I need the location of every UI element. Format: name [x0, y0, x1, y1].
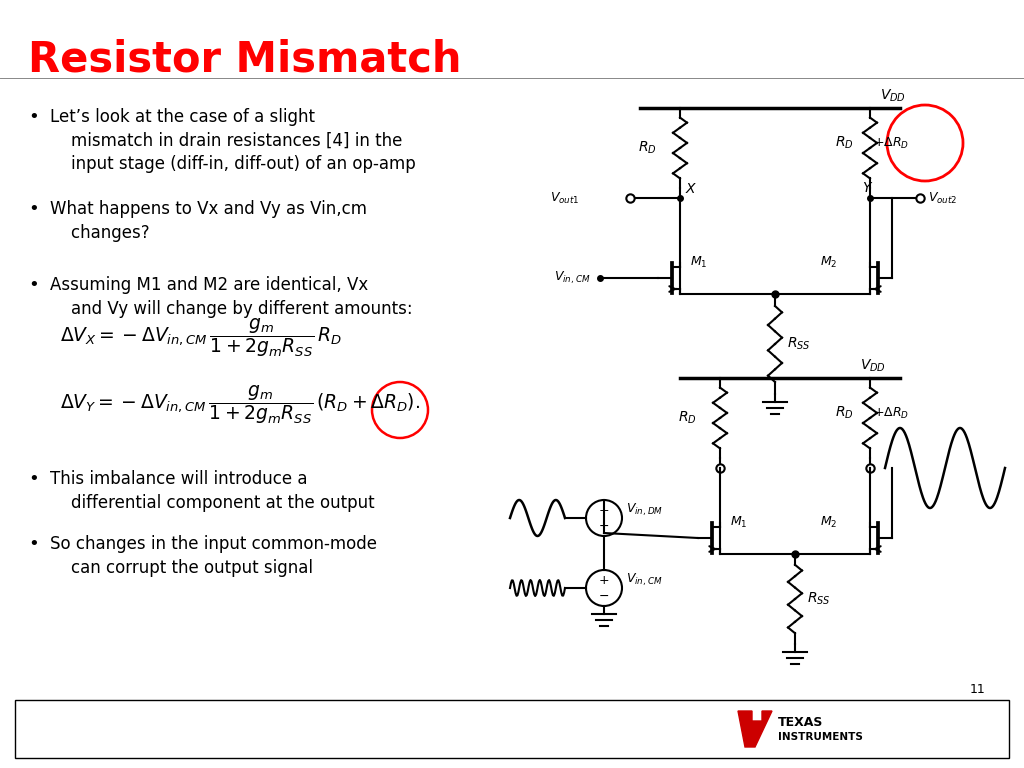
Text: $\Delta V_X = -\Delta V_{in,CM}\,\dfrac{g_m}{1+2g_m R_{SS}}\, R_D$: $\Delta V_X = -\Delta V_{in,CM}\,\dfrac{… — [60, 316, 342, 359]
Text: What happens to Vx and Vy as Vin,cm
    changes?: What happens to Vx and Vy as Vin,cm chan… — [50, 200, 367, 242]
Text: $V_{out1}$: $V_{out1}$ — [550, 190, 580, 206]
Text: $R_D$: $R_D$ — [638, 140, 656, 156]
Text: $+\Delta R_D$: $+\Delta R_D$ — [873, 406, 909, 421]
Text: $V_{in,CM}$: $V_{in,CM}$ — [626, 572, 663, 588]
Text: $M_1$: $M_1$ — [730, 515, 748, 530]
Text: $\Delta V_Y = -\Delta V_{in,CM}\,\dfrac{g_m}{1+2g_m R_{SS}}\,(R_D + \Delta R_D).: $\Delta V_Y = -\Delta V_{in,CM}\,\dfrac{… — [60, 383, 420, 426]
Text: $R_D$: $R_D$ — [678, 410, 696, 426]
Text: $R_{SS}$: $R_{SS}$ — [787, 336, 811, 353]
Text: Y: Y — [862, 181, 870, 195]
Text: $V_{in,CM}$: $V_{in,CM}$ — [554, 270, 590, 286]
Text: $R_{SS}$: $R_{SS}$ — [807, 591, 830, 607]
Text: This imbalance will introduce a
    differential component at the output: This imbalance will introduce a differen… — [50, 470, 375, 511]
Text: Let’s look at the case of a slight
    mismatch in drain resistances [4] in the
: Let’s look at the case of a slight misma… — [50, 108, 416, 174]
Text: So changes in the input common-mode
    can corrupt the output signal: So changes in the input common-mode can … — [50, 535, 377, 577]
Text: +: + — [599, 574, 609, 588]
Text: $V_{DD}$: $V_{DD}$ — [860, 358, 886, 374]
Text: •: • — [28, 108, 39, 126]
Text: •: • — [28, 470, 39, 488]
Text: +: + — [599, 505, 609, 518]
Text: INSTRUMENTS: INSTRUMENTS — [778, 732, 863, 742]
Text: 11: 11 — [970, 683, 985, 696]
Text: X: X — [686, 182, 695, 196]
Text: •: • — [28, 200, 39, 218]
Text: $-$: $-$ — [598, 518, 609, 531]
Text: TEXAS: TEXAS — [778, 717, 823, 730]
Text: $M_2$: $M_2$ — [820, 515, 838, 530]
Text: Resistor Mismatch: Resistor Mismatch — [28, 38, 462, 80]
Text: $V_{out2}$: $V_{out2}$ — [928, 190, 957, 206]
Text: $V_{DD}$: $V_{DD}$ — [880, 88, 906, 104]
Text: $+\Delta R_D$: $+\Delta R_D$ — [873, 135, 909, 151]
Text: $V_{in,DM}$: $V_{in,DM}$ — [626, 502, 664, 518]
Text: $R_D$: $R_D$ — [835, 135, 854, 151]
Text: $M_2$: $M_2$ — [820, 255, 838, 270]
Text: $-$: $-$ — [598, 588, 609, 601]
Text: $R_D$: $R_D$ — [835, 405, 854, 421]
Polygon shape — [738, 711, 772, 747]
Text: Assuming M1 and M2 are identical, Vx
    and Vy will change by different amounts: Assuming M1 and M2 are identical, Vx and… — [50, 276, 413, 318]
Text: •: • — [28, 276, 39, 294]
Text: $M_1$: $M_1$ — [690, 255, 708, 270]
Text: •: • — [28, 535, 39, 553]
FancyBboxPatch shape — [15, 700, 1009, 758]
